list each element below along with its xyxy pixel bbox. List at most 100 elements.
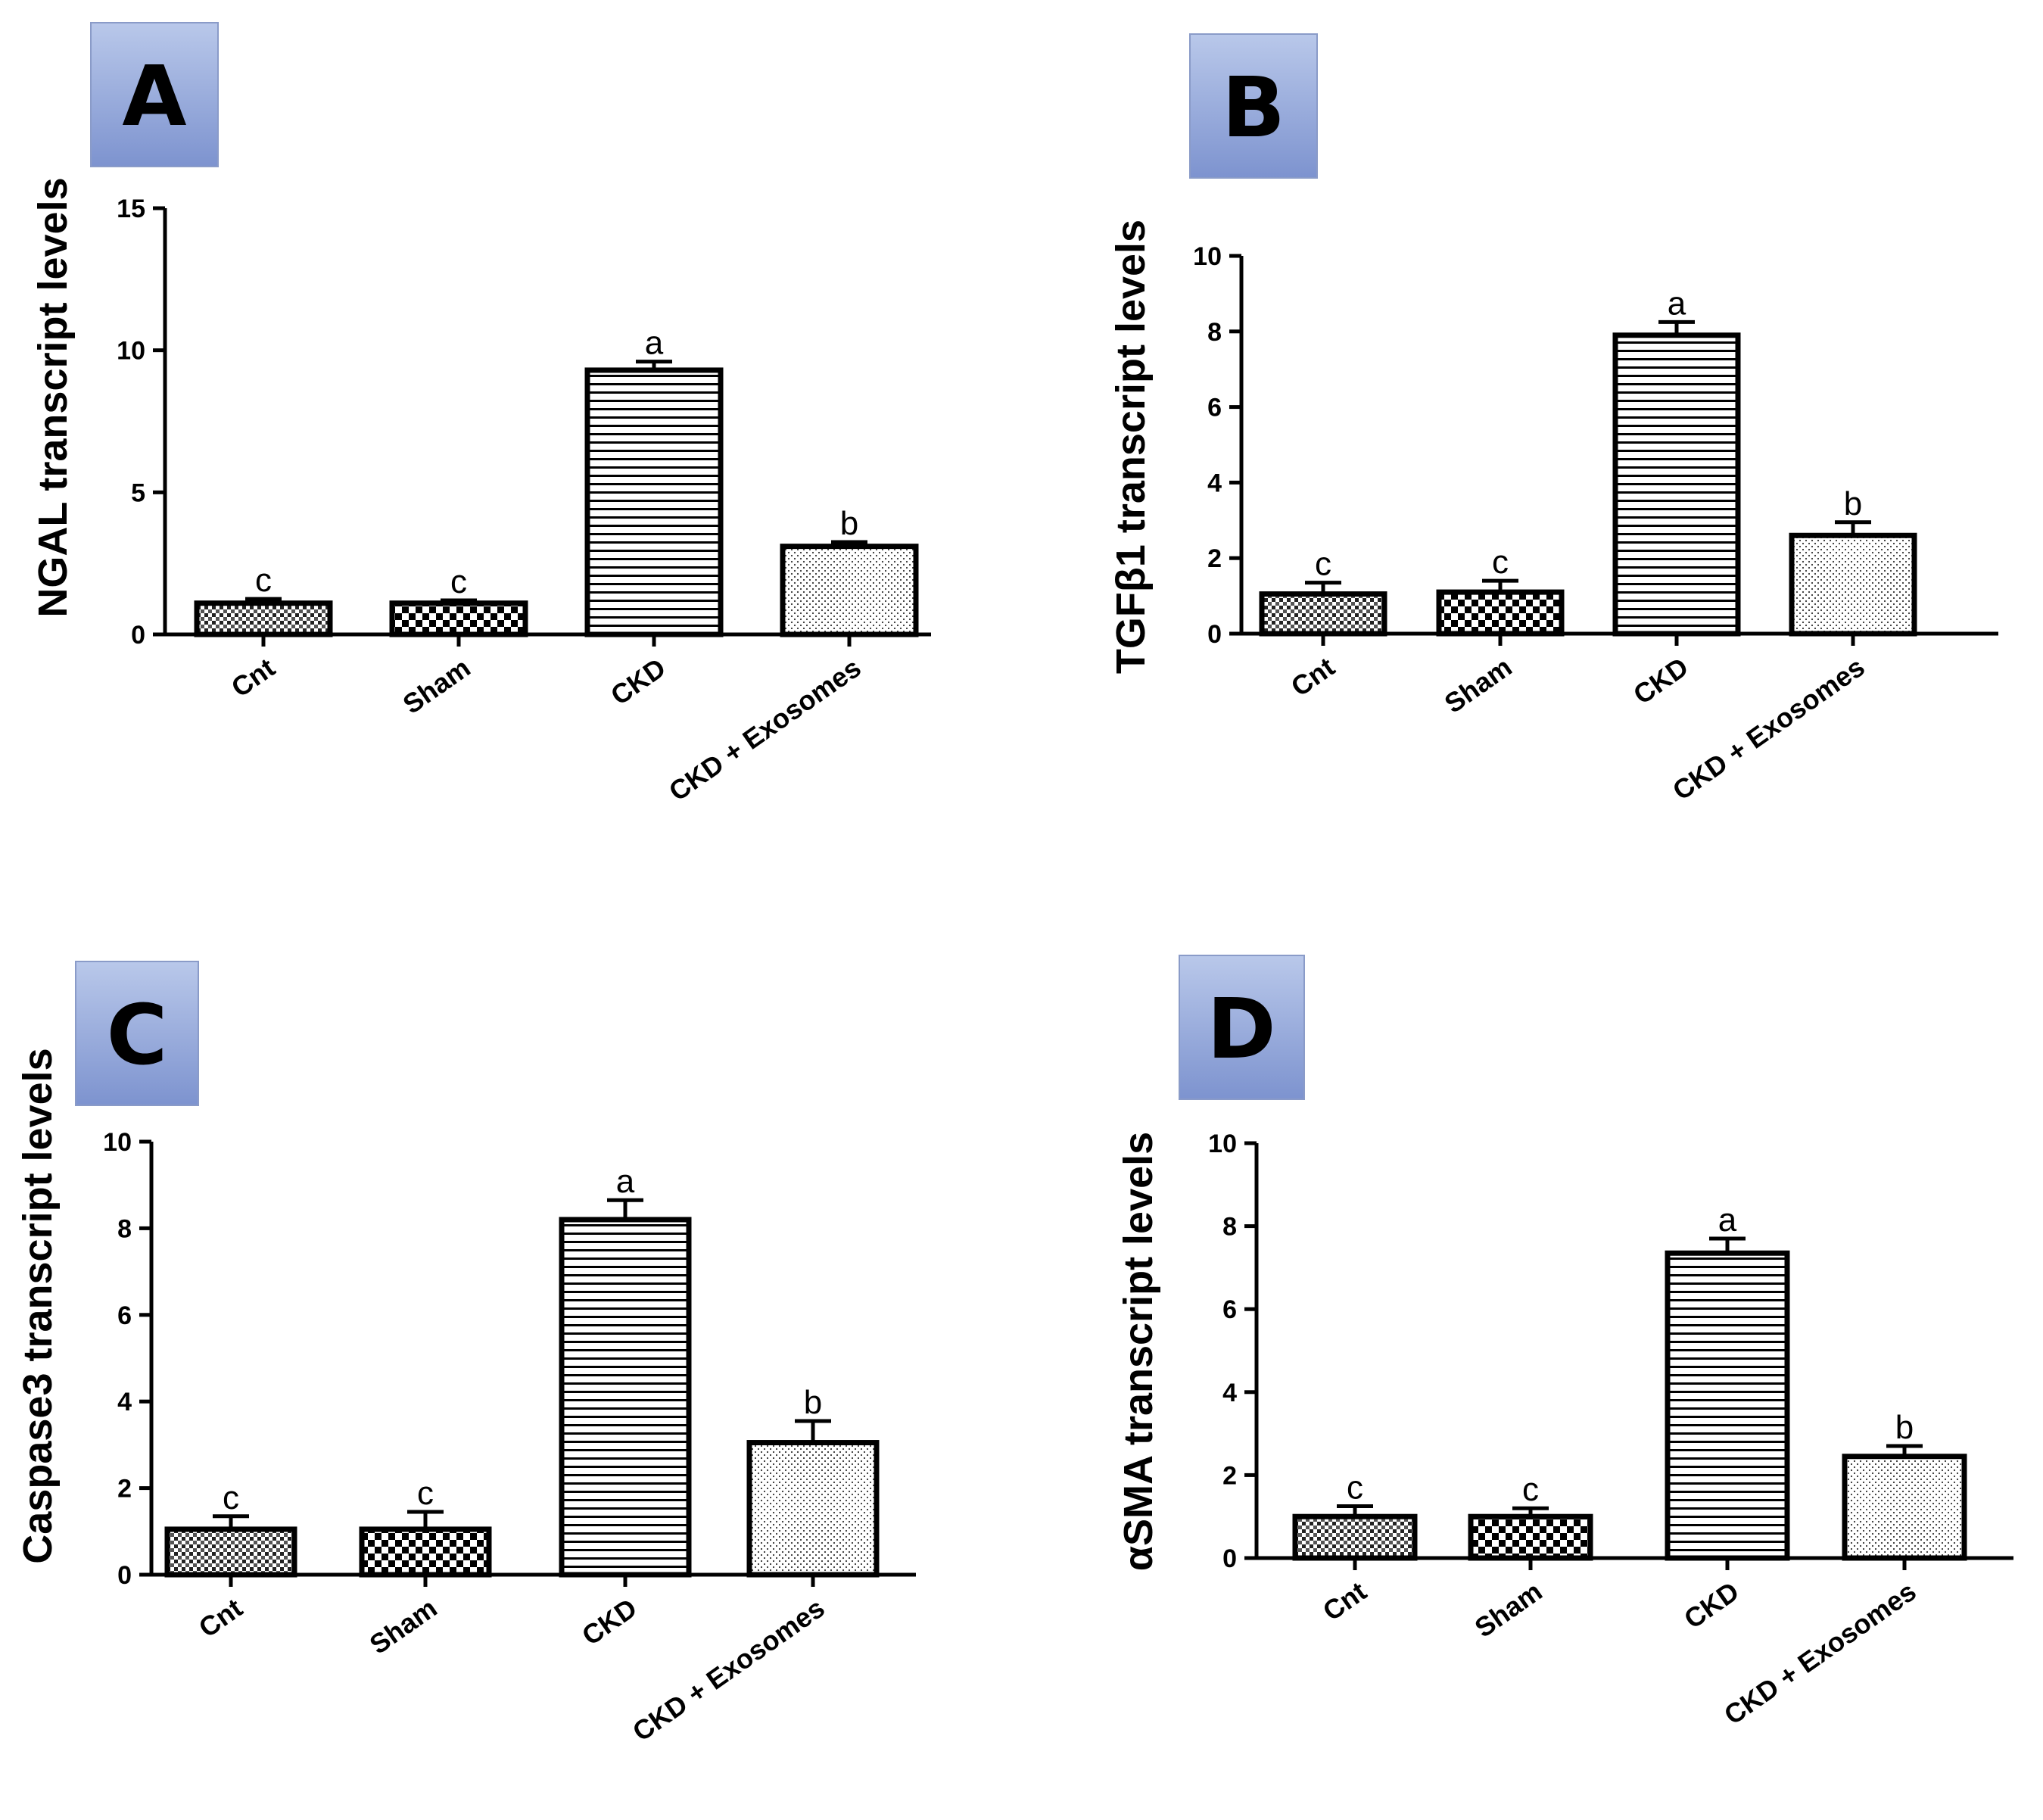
category-label-sham: Sham bbox=[364, 1592, 443, 1660]
error-bar-sham bbox=[441, 598, 477, 603]
bar-cnt bbox=[1292, 1513, 1418, 1561]
significance-label-ckd-exosomes: b bbox=[1844, 485, 1862, 522]
error-bar-ckd-exosomes bbox=[795, 1419, 831, 1443]
y-axis-title-a: NGAL transcript levels bbox=[30, 177, 76, 617]
significance-label-sham: c bbox=[1522, 1471, 1539, 1508]
bar-cnt bbox=[1259, 591, 1387, 637]
significance-label-ckd-exosomes: b bbox=[804, 1384, 822, 1421]
category-label-sham: Sham bbox=[397, 652, 476, 720]
panel-letter-d: D bbox=[1207, 980, 1275, 1077]
bar-ckd-exosomes bbox=[780, 544, 919, 637]
panel-d: D αSMA transcript levels 0 2 4 6 8 10 c Cnt c Sha… bbox=[1116, 955, 2013, 1731]
y-tick-label: 15 bbox=[117, 195, 145, 223]
significance-label-ckd: a bbox=[616, 1163, 635, 1200]
y-tick-label: 0 bbox=[117, 1561, 132, 1590]
category-label-cnt: Cnt bbox=[226, 652, 281, 703]
significance-label-cnt: c bbox=[1347, 1469, 1363, 1507]
category-label-ckd-exosomes: CKD + Exosomes bbox=[627, 1592, 830, 1747]
bar-sham bbox=[1436, 589, 1565, 637]
error-bar-ckd bbox=[607, 1198, 643, 1220]
panel-c: C Caspase3 transcript levels 0 2 4 6 8 10 c Cnt… bbox=[15, 961, 916, 1747]
panel-letter-b: B bbox=[1222, 59, 1285, 156]
plot-area-a: 0 5 10 15 c Cnt c Sham a CKD b CKD + Exosomes bbox=[117, 195, 931, 807]
significance-label-ckd: a bbox=[645, 325, 664, 362]
category-label-cnt: Cnt bbox=[193, 1592, 248, 1644]
error-bar-sham bbox=[407, 1510, 444, 1529]
bar-ckd bbox=[1612, 332, 1741, 637]
panel-a: A NGAL transcript levels 0 5 10 15 c Cnt c Sham… bbox=[30, 22, 931, 807]
significance-label-cnt: c bbox=[223, 1479, 239, 1516]
error-bar-ckd bbox=[636, 360, 672, 370]
y-tick-label: 8 bbox=[117, 1214, 132, 1243]
error-bar-ckd bbox=[1658, 319, 1695, 335]
category-label-cnt: Cnt bbox=[1317, 1575, 1372, 1627]
y-tick-label: 0 bbox=[1222, 1544, 1237, 1573]
error-bar-ckd-exosomes bbox=[831, 540, 867, 547]
error-bar-ckd-exosomes bbox=[1835, 520, 1871, 536]
y-tick-label: 10 bbox=[103, 1128, 132, 1157]
significance-label-ckd-exosomes: b bbox=[840, 505, 858, 542]
y-tick-label: 10 bbox=[1208, 1130, 1237, 1158]
error-bar-cnt bbox=[1305, 581, 1341, 594]
bar-cnt bbox=[164, 1526, 297, 1578]
category-label-ckd-exosomes: CKD + Exosomes bbox=[663, 652, 867, 807]
panel-letter-c: C bbox=[107, 986, 168, 1083]
bar-ckd-exosomes bbox=[1789, 532, 1917, 637]
panel-label-b: B bbox=[1189, 33, 1318, 179]
category-label-sham: Sham bbox=[1439, 651, 1518, 719]
error-bar-ckd-exosomes bbox=[1886, 1444, 1923, 1457]
y-tick-label: 6 bbox=[1207, 394, 1222, 422]
y-tick-label: 8 bbox=[1207, 318, 1222, 347]
error-bar-cnt bbox=[245, 597, 282, 603]
bar-cnt bbox=[194, 600, 333, 637]
y-axis-title-d: αSMA transcript levels bbox=[1116, 1132, 1161, 1571]
panel-label-d: D bbox=[1179, 955, 1305, 1100]
error-bar-ckd bbox=[1709, 1236, 1746, 1254]
panel-letter-a: A bbox=[122, 48, 186, 145]
significance-label-ckd-exosomes: b bbox=[1895, 1409, 1914, 1446]
y-tick-label: 0 bbox=[131, 621, 145, 650]
bar-ckd bbox=[584, 367, 724, 637]
plot-area-d: 0 2 4 6 8 10 c Cnt c Sham a CKD b CKD + Exosomes bbox=[1208, 1130, 2013, 1731]
y-tick-label: 6 bbox=[117, 1301, 132, 1330]
y-tick-label: 0 bbox=[1207, 620, 1222, 649]
y-tick-label: 10 bbox=[117, 337, 145, 366]
y-tick-label: 2 bbox=[117, 1475, 132, 1504]
significance-label-sham: c bbox=[417, 1475, 434, 1512]
y-tick-label: 6 bbox=[1222, 1295, 1237, 1324]
category-label-ckd: CKD bbox=[1627, 651, 1693, 710]
bar-ckd bbox=[559, 1217, 692, 1578]
y-tick-label: 4 bbox=[117, 1388, 132, 1416]
category-label-ckd-exosomes: CKD + Exosomes bbox=[1667, 651, 1870, 806]
category-label-ckd: CKD bbox=[576, 1592, 642, 1651]
error-bar-cnt bbox=[213, 1514, 249, 1529]
significance-label-ckd: a bbox=[1718, 1201, 1737, 1239]
category-label-ckd: CKD bbox=[1678, 1575, 1744, 1635]
category-label-ckd: CKD bbox=[605, 652, 671, 711]
y-tick-label: 8 bbox=[1222, 1213, 1237, 1242]
bar-ckd bbox=[1665, 1250, 1790, 1561]
error-bar-sham bbox=[1512, 1506, 1549, 1517]
bar-ckd-exosomes bbox=[1842, 1454, 1967, 1561]
bar-sham bbox=[1468, 1513, 1593, 1561]
significance-label-sham: c bbox=[450, 563, 467, 600]
plot-area-c: 0 2 4 6 8 10 c Cnt c Sham a CKD b CKD + Exosomes bbox=[103, 1128, 916, 1747]
y-tick-label: 4 bbox=[1207, 469, 1222, 497]
y-tick-label: 2 bbox=[1207, 544, 1222, 573]
category-label-cnt: Cnt bbox=[1285, 651, 1341, 703]
significance-label-cnt: c bbox=[255, 562, 272, 599]
category-label-sham: Sham bbox=[1469, 1575, 1548, 1644]
significance-label-cnt: c bbox=[1315, 546, 1331, 583]
bar-ckd-exosomes bbox=[746, 1440, 880, 1578]
panel-label-a: A bbox=[90, 22, 219, 167]
panel-b: B TGFβ1 transcript levels 0 2 4 6 8 10 c Cnt c Sh… bbox=[1108, 33, 1998, 806]
y-tick-label: 2 bbox=[1222, 1461, 1237, 1490]
y-axis-title-b: TGFβ1 transcript levels bbox=[1108, 220, 1154, 674]
y-tick-label: 10 bbox=[1193, 242, 1222, 271]
category-label-ckd-exosomes: CKD + Exosomes bbox=[1718, 1575, 1922, 1731]
error-bar-cnt bbox=[1337, 1504, 1373, 1517]
significance-label-sham: c bbox=[1492, 544, 1509, 581]
y-tick-label: 4 bbox=[1222, 1379, 1237, 1407]
plot-area-b: 0 2 4 6 8 10 c Cnt c Sham a CKD b CKD + Exosomes bbox=[1193, 242, 1998, 806]
